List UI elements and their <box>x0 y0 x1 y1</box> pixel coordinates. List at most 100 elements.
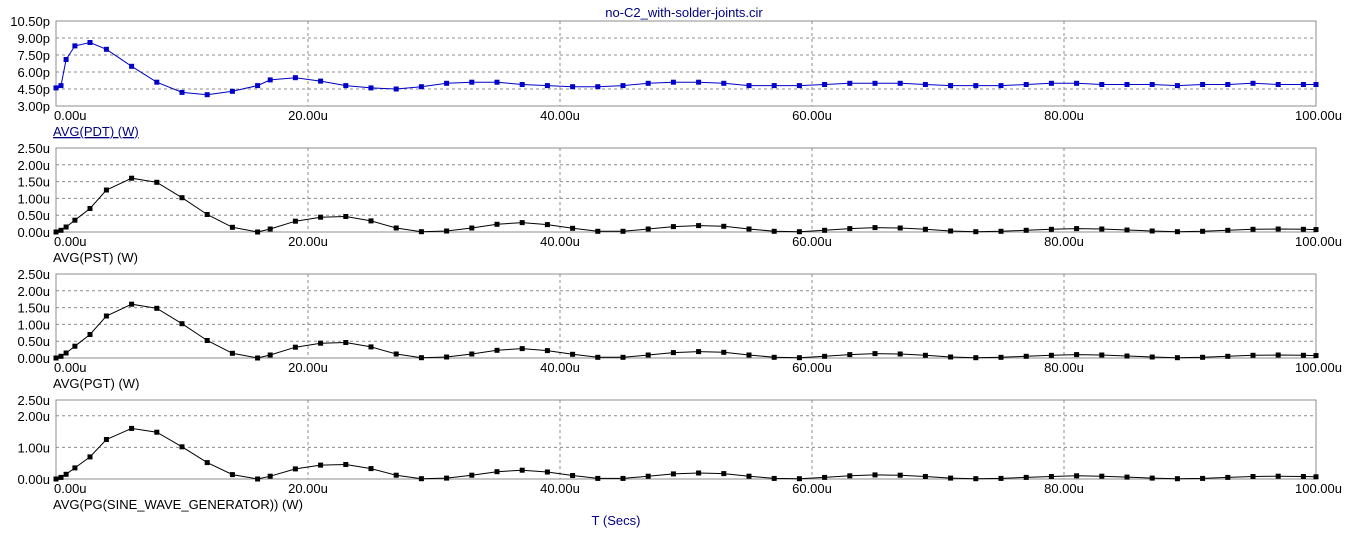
x-tick-label: 60.00u <box>792 481 832 496</box>
data-point <box>267 352 273 358</box>
data-point <box>1149 354 1155 360</box>
y-tick-label: 3.00p <box>17 99 50 114</box>
data-point <box>87 332 93 337</box>
trace-label: AVG(PST) (W) <box>53 250 138 265</box>
trace-label: AVG(PG(SINE_WAVE_GENERATOR)) (W) <box>53 497 303 512</box>
data-point <box>103 187 109 193</box>
data-point <box>721 471 727 477</box>
data-point <box>620 83 626 89</box>
data-point <box>721 349 727 355</box>
x-tick-label: 80.00u <box>1044 108 1084 123</box>
data-point <box>255 229 261 235</box>
data-point <box>292 344 298 350</box>
data-point <box>1074 473 1080 479</box>
data-point <box>620 475 626 481</box>
panel-frame <box>55 20 1317 107</box>
data-point <box>922 82 928 87</box>
y-tick-label: 7.50p <box>17 48 50 63</box>
y-tick-label: 9.00p <box>17 31 50 46</box>
y-tick-label: 0.50u <box>17 334 50 349</box>
y-tick-label: 2.50u <box>17 141 50 156</box>
data-point <box>822 474 828 480</box>
data-point <box>872 472 878 478</box>
data-point <box>418 84 424 90</box>
data-point <box>292 218 298 224</box>
data-point <box>922 352 928 358</box>
y-tick-label: 2.00u <box>17 409 50 424</box>
data-point <box>1048 352 1054 358</box>
data-point <box>53 85 59 91</box>
data-point <box>129 301 135 307</box>
data-point <box>796 476 802 482</box>
data-point <box>204 460 210 466</box>
trace-label: AVG(PGT) (W) <box>53 376 139 391</box>
data-point <box>1300 226 1306 232</box>
data-point <box>1200 475 1206 481</box>
data-point <box>318 214 324 220</box>
x-tick-label: 100.00u <box>1295 481 1342 496</box>
data-point <box>847 473 853 479</box>
data-point <box>822 353 828 359</box>
x-tick-label: 100.00u <box>1295 234 1342 249</box>
data-point <box>1174 229 1180 235</box>
y-tick-label: 1.00u <box>17 317 50 332</box>
data-point <box>1300 352 1306 358</box>
data-point <box>645 80 651 86</box>
data-point <box>620 354 626 360</box>
data-point <box>696 79 702 85</box>
data-point <box>87 206 93 211</box>
data-point <box>746 83 752 89</box>
x-tick-label: 40.00u <box>540 234 580 249</box>
data-point <box>1275 82 1281 87</box>
data-point <box>822 227 828 233</box>
data-point <box>255 355 261 361</box>
x-tick-label: 40.00u <box>540 108 580 123</box>
data-point <box>670 224 676 230</box>
data-point <box>1124 353 1130 359</box>
data-point <box>318 78 324 84</box>
data-point <box>1225 82 1231 87</box>
data-point <box>1250 80 1256 86</box>
data-point <box>53 355 59 361</box>
data-point <box>973 229 979 235</box>
data-point <box>1099 226 1105 232</box>
x-tick-label: 100.00u <box>1295 360 1342 375</box>
data-point <box>897 80 903 86</box>
data-point <box>204 338 210 343</box>
data-point <box>998 83 1004 89</box>
data-point <box>696 349 702 355</box>
x-tick-label: 20.00u <box>288 481 328 496</box>
data-point <box>696 223 702 229</box>
data-point <box>393 351 399 357</box>
data-point <box>771 354 777 360</box>
x-tick-label: 20.00u <box>288 108 328 123</box>
data-point <box>922 474 928 479</box>
x-tick-label: 60.00u <box>792 234 832 249</box>
data-point <box>519 346 525 352</box>
data-point <box>570 473 576 478</box>
data-point <box>292 466 298 472</box>
data-point <box>444 228 450 234</box>
data-point <box>1225 474 1231 480</box>
plot-title: no-C2_with-solder-joints.cir <box>605 5 763 20</box>
data-point <box>444 475 450 481</box>
x-tick-label: 100.00u <box>1295 108 1342 123</box>
data-point <box>570 351 576 357</box>
data-point <box>1225 353 1231 359</box>
data-point <box>1023 474 1029 480</box>
data-point <box>847 80 853 86</box>
y-tick-label: 2.50u <box>17 267 50 282</box>
data-point <box>267 473 273 479</box>
data-point <box>58 83 64 89</box>
data-point <box>922 226 928 232</box>
data-point <box>58 227 64 233</box>
data-point <box>595 354 601 360</box>
data-point <box>179 321 185 327</box>
data-point <box>343 83 349 89</box>
data-point <box>393 472 399 478</box>
data-point <box>229 472 235 478</box>
data-point <box>897 472 903 478</box>
data-point <box>544 222 550 228</box>
